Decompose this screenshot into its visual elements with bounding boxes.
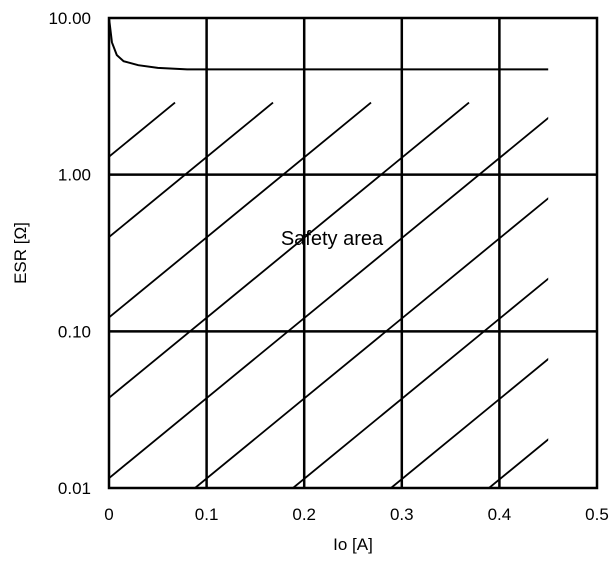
hatch-line [109,101,549,488]
esr-boundary-line [108,17,549,71]
x-tick-labels: 0 0.1 0.2 0.3 0.4 0.5 [104,505,609,524]
hatch-line [292,101,549,488]
hatch-line [109,101,372,488]
y-tick-labels: 10.00 1.00 0.10 0.01 [48,9,91,498]
y-tick-label: 10.00 [48,9,91,28]
x-tick-label: 0.3 [390,505,414,524]
hatch-line [390,101,549,488]
y-tick-label: 0.10 [58,322,91,341]
hatch-line [194,101,549,488]
safety-area-label: Safety area [281,228,384,250]
hatch-line [109,101,274,488]
y-tick-label: 0.01 [58,479,91,498]
safety-area-hatching [0,101,616,488]
hatch-line [587,103,616,488]
x-tick-label: 0.2 [292,505,316,524]
hatch-line [109,101,470,488]
hatch-line [0,103,77,488]
y-axis-label: ESR [Ω] [11,222,30,284]
x-tick-label: 0 [104,505,113,524]
y-tick-label: 1.00 [58,166,91,185]
x-tick-label: 0.5 [585,505,609,524]
plot-frame [107,16,599,490]
hatch-line [109,101,176,488]
x-tick-label: 0.1 [195,505,219,524]
x-axis-label: Io [A] [333,535,373,554]
x-tick-label: 0.4 [488,505,512,524]
